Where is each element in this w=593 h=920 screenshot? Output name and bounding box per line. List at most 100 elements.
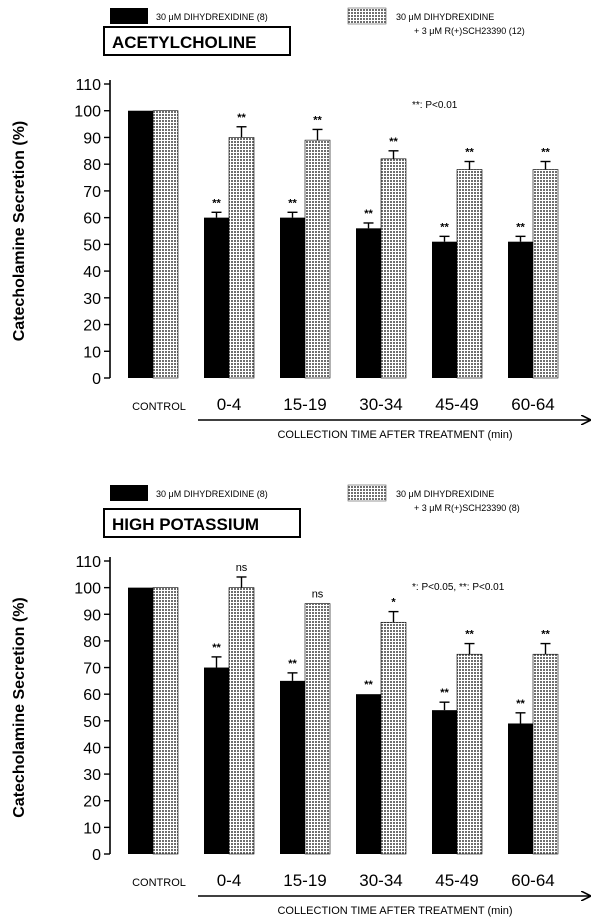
significance-note: **: P<0.01 [412,100,458,111]
x-tick-label: CONTROL [132,401,186,413]
bar [508,723,533,854]
panel-title-box [103,508,301,538]
x-tick-label: CONTROL [132,877,186,889]
y-tick-label: 90 [83,607,101,624]
significance-note: *: P<0.05, **: P<0.01 [412,582,505,593]
legend-label-combination: 30 μM DIHYDREXIDINE [396,12,494,22]
legend-label-combination-line2: + 3 μM R(+)SCH23390 (12) [414,26,525,36]
significance-marker: ** [313,114,322,126]
bar [304,139,331,379]
y-tick-label: 110 [75,77,101,94]
panel-title-box [103,26,291,56]
y-tick-label: 20 [83,318,101,335]
y-tick-label: 20 [83,794,101,811]
bar [204,667,229,854]
significance-marker: * [391,597,396,609]
significance-marker: ** [212,642,221,654]
y-axis-label: Catecholamine Secretion (%) [11,597,28,818]
y-tick-label: 90 [83,130,101,147]
bar [280,680,305,854]
significance-marker: ** [541,147,550,159]
bar [356,694,381,854]
y-tick-label: 40 [83,264,101,281]
y-tick-label: 30 [83,767,101,784]
y-tick-label: 50 [83,714,101,731]
y-tick-label: 60 [83,687,101,704]
significance-marker: ns [312,589,324,601]
y-tick-label: 70 [83,661,101,678]
y-tick-label: 40 [83,740,101,757]
bar [456,169,483,379]
legend-swatch-dihydrexidine [110,485,148,501]
bar [508,241,533,378]
significance-marker: ** [440,221,449,233]
bar [432,710,457,854]
significance-marker: ** [237,112,246,124]
bar [228,587,255,855]
bar [128,587,153,854]
y-tick-label: 80 [83,157,101,174]
x-tick-label: 45-49 [435,871,478,890]
x-tick-label: 60-64 [511,871,554,890]
bar [204,217,229,378]
bar [456,653,483,855]
y-tick-label: 50 [83,237,101,254]
legend-label-dihydrexidine: 30 μM DIHYDREXIDINE (8) [156,489,268,499]
significance-marker: ns [236,562,248,574]
x-tick-label: 45-49 [435,395,478,414]
bar [532,653,559,855]
x-tick-label: 30-34 [359,395,402,414]
x-tick-label: 0-4 [217,395,242,414]
y-tick-label: 0 [92,847,101,864]
legend-label-dihydrexidine: 30 μM DIHYDREXIDINE (8) [156,12,268,22]
bar [432,241,457,378]
significance-marker: ** [389,136,398,148]
panel-title: ACETYLCHOLINE [112,33,257,52]
acetylcholine-panel: 30 μM DIHYDREXIDINE (8) 30 μM DIHYDREXIDI… [11,7,590,441]
x-tick-label: 60-64 [511,395,554,414]
significance-marker: ** [288,197,297,209]
y-tick-label: 80 [83,634,101,651]
legend-swatch-combination [347,484,387,502]
y-tick-label: 100 [74,581,101,598]
x-axis-label: COLLECTION TIME AFTER TREATMENT (min) [277,905,512,917]
y-tick-label: 100 [74,104,101,121]
bar [304,603,331,855]
legend-label-combination-line2: + 3 μM R(+)SCH23390 (8) [414,503,520,513]
significance-marker: ** [465,629,474,641]
y-tick-label: 60 [83,211,101,228]
bar [128,110,153,379]
significance-marker: ** [288,658,297,670]
x-tick-label: 30-34 [359,871,402,890]
y-tick-label: 10 [83,344,101,361]
significance-marker: ** [440,687,449,699]
bar [532,169,559,379]
legend-swatch-dihydrexidine [110,8,148,24]
significance-marker: ** [516,698,525,710]
y-tick-label: 70 [83,184,101,201]
x-tick-label: 15-19 [283,871,326,890]
x-tick-label: 15-19 [283,395,326,414]
bar [152,110,179,379]
legend-swatch-combination [347,7,387,25]
significance-marker: ** [516,221,525,233]
significance-marker: ** [364,679,373,691]
y-tick-label: 0 [92,371,101,388]
bar [380,621,407,855]
x-tick-label: 0-4 [217,871,242,890]
bar [152,587,179,855]
high-potassium-panel: 30 μM DIHYDREXIDINE (8) 30 μM DIHYDREXIDI… [11,484,590,917]
bar [280,217,305,378]
y-tick-label: 110 [75,554,101,571]
y-tick-label: 10 [83,820,101,837]
significance-marker: ** [212,197,221,209]
significance-marker: ** [541,629,550,641]
y-axis-label: Catecholamine Secretion (%) [11,121,28,342]
bar [380,158,407,379]
x-axis-label: COLLECTION TIME AFTER TREATMENT (min) [277,429,512,441]
significance-marker: ** [364,208,373,220]
y-tick-label: 30 [83,291,101,308]
bar [228,137,255,379]
legend-label-combination: 30 μM DIHYDREXIDINE [396,489,494,499]
